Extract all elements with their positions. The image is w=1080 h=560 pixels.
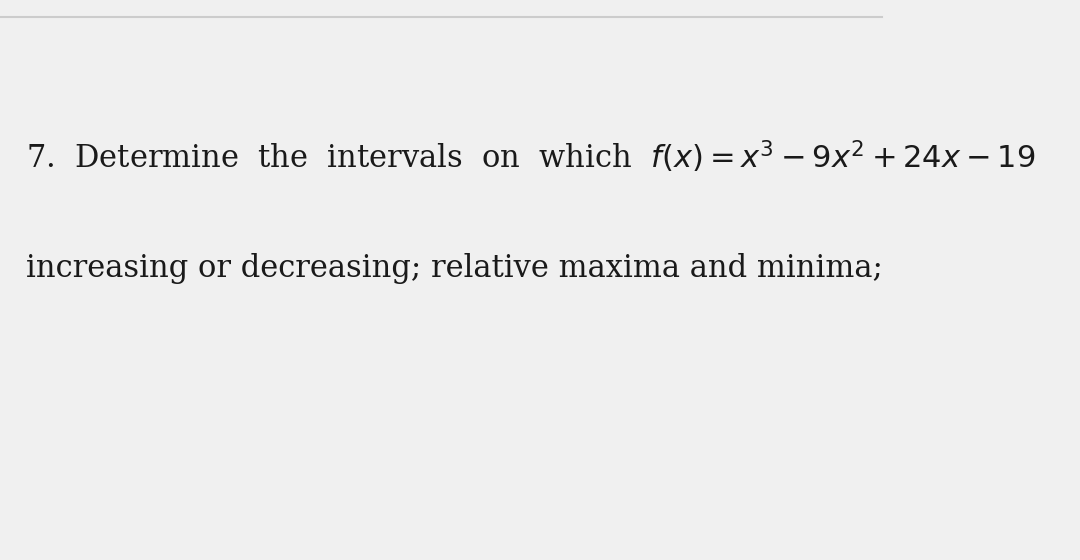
Text: 7.  Determine  the  intervals  on  which  $f(x) = x^3 - 9x^2 + 24x - 19$: 7. Determine the intervals on which $f(x… <box>27 138 1036 175</box>
Text: increasing or decreasing; relative maxima and minima;: increasing or decreasing; relative maxim… <box>27 253 883 284</box>
